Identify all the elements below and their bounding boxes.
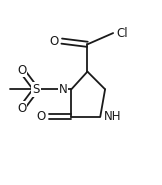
Text: O: O bbox=[17, 102, 26, 115]
Text: O: O bbox=[17, 63, 26, 77]
Text: S: S bbox=[32, 83, 40, 96]
Text: NH: NH bbox=[104, 110, 122, 123]
Text: N: N bbox=[59, 83, 67, 96]
Text: O: O bbox=[49, 35, 58, 48]
Text: Cl: Cl bbox=[116, 27, 128, 40]
Text: O: O bbox=[36, 110, 46, 123]
